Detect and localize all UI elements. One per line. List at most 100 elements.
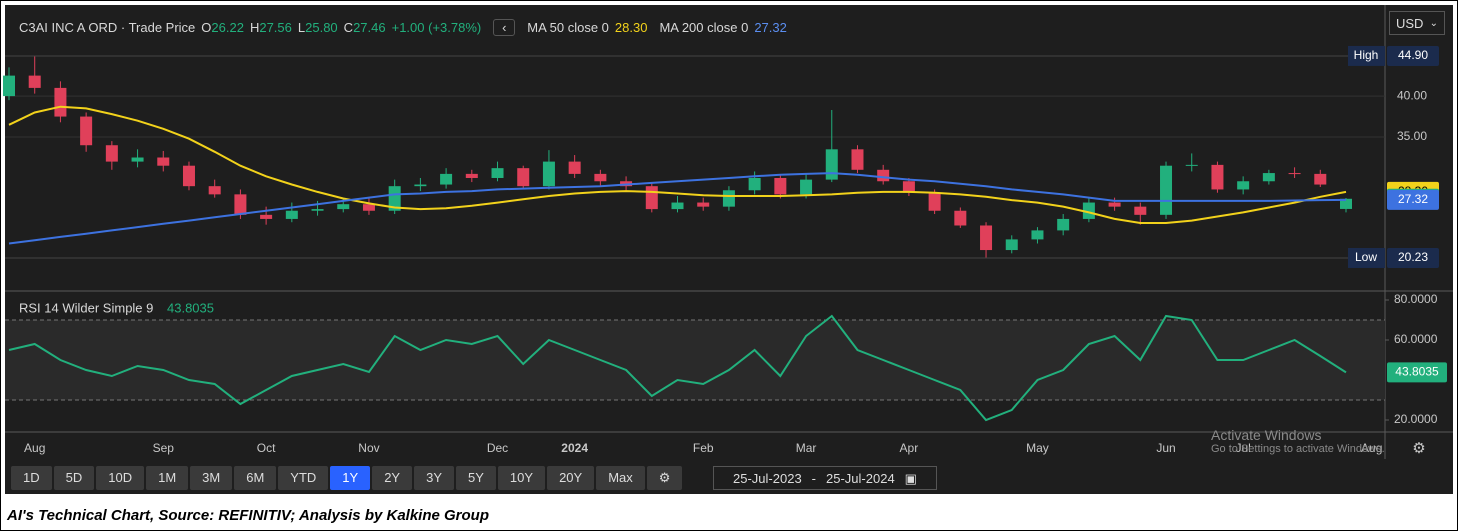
- settings-icon: ⚙: [1412, 440, 1425, 457]
- rsi-line: [8, 314, 1347, 422]
- candle-body: [825, 149, 838, 180]
- candle-body: [594, 173, 607, 182]
- y-tick-label: 20.0000: [1394, 412, 1438, 426]
- tag-box: [1348, 247, 1385, 268]
- quote-value: 27.56: [259, 20, 292, 35]
- y-tick-label: 60.0000: [1394, 332, 1438, 346]
- candle-body: [1031, 230, 1044, 240]
- candle-body: [1005, 239, 1018, 251]
- candle-body: [1134, 206, 1147, 215]
- candle-body: [722, 190, 735, 207]
- quote-item: C27.46: [344, 20, 386, 35]
- change: +1.00 (+3.78%): [391, 20, 482, 35]
- range-button[interactable]: 10D: [96, 466, 145, 490]
- candle-body: [337, 204, 350, 210]
- candle-body: [388, 186, 401, 211]
- quote-value: 27.46: [353, 20, 386, 35]
- header: C3AI INC A ORD · Trade Price O26.22 H27.5…: [19, 19, 787, 36]
- candle-body: [465, 173, 478, 178]
- y-tick-label: 35.00: [1397, 129, 1427, 143]
- candle-body: [1108, 202, 1121, 207]
- quote-key: L: [297, 20, 306, 35]
- tag-name: High: [1354, 48, 1379, 62]
- tag-name: Low: [1355, 250, 1377, 264]
- quote-key: C: [343, 20, 354, 35]
- candle-body: [697, 202, 710, 207]
- candle-body: [671, 202, 684, 210]
- x-tick-label: Mar: [796, 441, 817, 455]
- candle-body: [542, 161, 555, 187]
- candle-body: [3, 75, 15, 97]
- date-from: 25-Jul-2023: [733, 471, 802, 486]
- date-range[interactable]: 25-Jul-2023 - 25-Jul-2024 ▣: [713, 466, 937, 490]
- range-button[interactable]: 20Y: [547, 466, 595, 490]
- ma50-value: 28.30: [614, 20, 648, 35]
- quote-key: O: [201, 20, 212, 35]
- date-to: 25-Jul-2024: [826, 471, 895, 486]
- watermark: Activate Windows Go to Settings to activ…: [1211, 427, 1385, 455]
- candle-body: [928, 192, 941, 211]
- x-tick-label: Jul: [1235, 441, 1250, 455]
- candle-body: [80, 116, 93, 146]
- currency-select[interactable]: USD ⌄: [1389, 11, 1445, 35]
- quote-item: O26.22: [201, 20, 244, 35]
- ma200-value: 27.32: [754, 20, 787, 35]
- x-tick-label: Sep: [153, 441, 175, 455]
- x-tick-label: 2024: [561, 441, 588, 455]
- price-tag-label: 20.23: [1398, 250, 1428, 264]
- y-tick-label: 80.0000: [1394, 292, 1438, 306]
- date-separator: -: [811, 471, 817, 486]
- candle-body: [311, 209, 324, 211]
- candle-body: [877, 169, 890, 182]
- range-button[interactable]: Max: [596, 466, 645, 490]
- range-button[interactable]: 3M: [190, 466, 233, 490]
- range-button[interactable]: 5Y: [456, 466, 496, 490]
- range-button[interactable]: 1M: [146, 466, 189, 490]
- range-button[interactable]: 1D: [11, 466, 52, 490]
- range-button[interactable]: YTD: [278, 466, 329, 490]
- collapse-button[interactable]: ‹: [493, 19, 516, 36]
- range-button[interactable]: 10Y: [497, 466, 546, 490]
- candle-body: [800, 179, 813, 195]
- quote-key: H: [249, 20, 260, 35]
- candle-body: [491, 168, 504, 178]
- range-button[interactable]: 6M: [234, 466, 277, 490]
- candle-body: [208, 186, 221, 195]
- indicator-name: RSI 14 Wilder Simple 9: [19, 300, 153, 315]
- range-buttons: 1D 5D 10D 1M 3M 6M YTD 1Y 2Y 3Y 5Y 10Y 20Y Max ⚙: [11, 466, 683, 490]
- moving-average-line: [8, 172, 1347, 245]
- candle-body: [517, 168, 530, 187]
- candle-body: [1262, 173, 1275, 182]
- candle-body: [440, 173, 453, 185]
- caption: AI's Technical Chart, Source: REFINITIV;…: [7, 507, 490, 524]
- instrument: C3AI INC A ORD · Trade Price: [19, 20, 196, 35]
- calendar-icon: ▣: [904, 471, 917, 486]
- x-tick-label: Aug: [1361, 441, 1382, 455]
- x-tick-label: Nov: [358, 441, 379, 455]
- watermark-title: Activate Windows: [1211, 427, 1322, 443]
- y-tick-label: 40.00: [1397, 88, 1427, 102]
- candle-body: [157, 157, 170, 166]
- x-tick-label: Apr: [900, 441, 919, 455]
- range-button[interactable]: 3Y: [414, 466, 455, 490]
- candle-body: [362, 204, 375, 211]
- candle-body: [1314, 173, 1327, 185]
- range-button[interactable]: 2Y: [372, 466, 413, 490]
- candle-body: [851, 149, 864, 170]
- settings-button[interactable]: ⚙: [646, 466, 683, 490]
- quote-value: 25.80: [305, 20, 338, 35]
- candle-body: [645, 186, 658, 210]
- x-tick-label: Dec: [487, 441, 508, 455]
- candle-body: [260, 214, 273, 219]
- candle-body: [414, 184, 427, 187]
- moving-average-line: [8, 105, 1347, 224]
- candle-body: [182, 165, 195, 187]
- range-button[interactable]: 5D: [53, 466, 95, 490]
- currency: USD: [1396, 16, 1424, 31]
- value-tag: [1387, 362, 1447, 383]
- candle-body: [1237, 181, 1250, 190]
- value-tag-label: 43.8035: [1395, 365, 1439, 379]
- candle-body: [131, 157, 144, 162]
- quote-value: 26.22: [211, 20, 244, 35]
- range-button[interactable]: 1Y: [330, 466, 371, 490]
